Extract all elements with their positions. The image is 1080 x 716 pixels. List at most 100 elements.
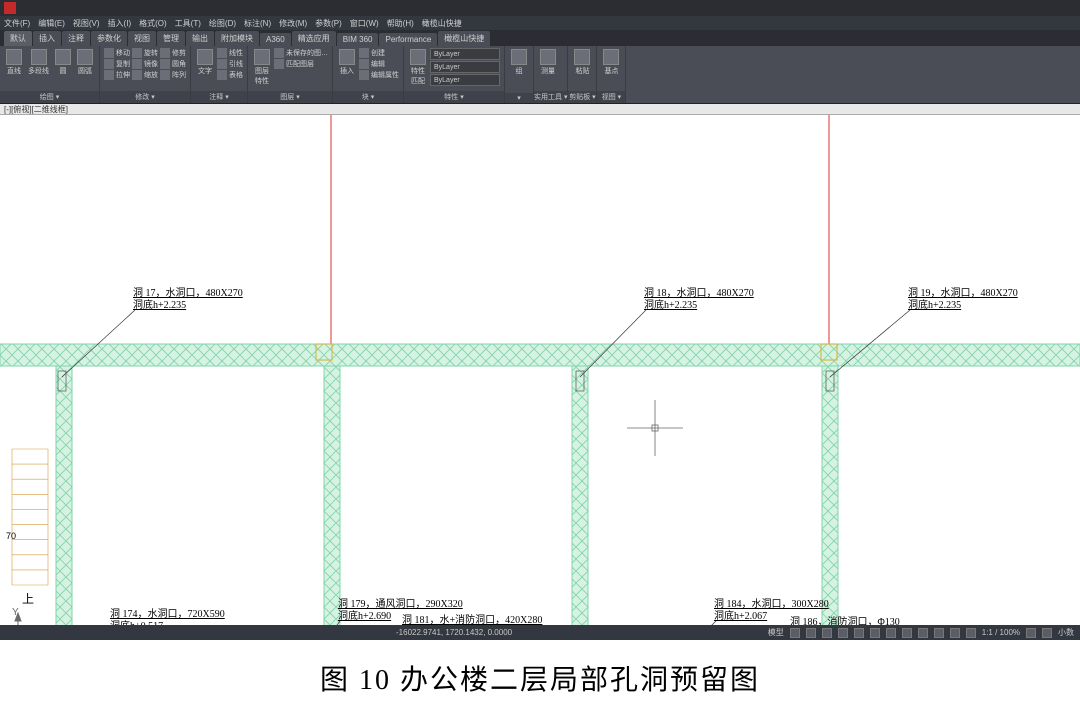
hole-annotation: 洞 18，水洞口，480X270洞底h+2.235	[644, 288, 754, 311]
gear-icon[interactable]	[1026, 628, 1036, 638]
ribbon-button[interactable]: 多段线	[26, 48, 51, 77]
ribbon-button[interactable]: 复制镜像圆角	[104, 59, 186, 69]
menu-item[interactable]: 编辑(E)	[38, 18, 65, 29]
ribbon: 直线多段线圆圆弧绘图 ▾ 移动旋转修剪复制镜像圆角拉伸缩放阵列修改 ▾ 文字线性引线…	[0, 46, 1080, 104]
ribbon-panel: 图层特性未保存的图…匹配图层图层 ▾	[248, 46, 333, 103]
ribbon-tab[interactable]: Performance	[379, 33, 437, 46]
ribbon-tab[interactable]: A360	[260, 33, 291, 46]
tpy-toggle-icon[interactable]	[918, 628, 928, 638]
ribbon-panel: 直线多段线圆圆弧绘图 ▾	[0, 46, 100, 103]
ribbon-tabs: 默认插入注释参数化视图管理输出附加模块A360精选应用BIM 360Perfor…	[0, 30, 1080, 46]
menu-item[interactable]: 窗口(W)	[350, 18, 379, 29]
scale-readout[interactable]: 1:1 / 100%	[982, 628, 1020, 637]
ribbon-button[interactable]: 拉伸缩放阵列	[104, 70, 186, 80]
panel-label: 特性 ▾	[404, 91, 504, 103]
menu-item[interactable]: 工具(T)	[175, 18, 201, 29]
viewport-label: [-][俯视][二维线框]	[0, 104, 1080, 115]
ribbon-button[interactable]: 编辑	[359, 59, 399, 69]
svg-text:70: 70	[6, 531, 16, 541]
tool-icon	[77, 49, 93, 65]
ribbon-button[interactable]: 组	[509, 48, 529, 77]
ribbon-button[interactable]: 基点	[601, 48, 621, 77]
lwt-toggle-icon[interactable]	[902, 628, 912, 638]
tool-icon	[274, 59, 284, 69]
tool-icon	[217, 48, 227, 58]
tool-icon	[359, 48, 369, 58]
osnap-toggle-icon[interactable]	[854, 628, 864, 638]
ribbon-tab[interactable]: BIM 360	[337, 33, 379, 46]
tool-icon	[359, 70, 369, 80]
ribbon-button[interactable]: 文字	[195, 48, 215, 77]
ribbon-button[interactable]: 直线	[4, 48, 24, 77]
ribbon-button[interactable]: 粘贴	[572, 48, 592, 77]
ribbon-button[interactable]: 插入	[337, 48, 357, 77]
ribbon-button[interactable]: 图层特性	[252, 48, 272, 87]
hole-annotation: 洞 174，水洞口，720X590洞底h+0.517	[110, 609, 225, 625]
space-indicator[interactable]: 模型	[768, 627, 784, 638]
panel-label: 修改 ▾	[100, 91, 190, 103]
anno-toggle-icon[interactable]	[966, 628, 976, 638]
ribbon-tab[interactable]: 默认	[4, 31, 32, 46]
ribbon-button[interactable]: 表格	[217, 70, 243, 80]
ribbon-button[interactable]: 匹配图层	[274, 59, 328, 69]
snap-toggle-icon[interactable]	[806, 628, 816, 638]
property-combo[interactable]: ByLayer	[430, 61, 500, 73]
tool-icon	[574, 49, 590, 65]
menu-item[interactable]: 插入(I)	[108, 18, 132, 29]
hole-annotation: 洞 17，水洞口，480X270洞底h+2.235	[133, 288, 243, 311]
drawing-canvas[interactable]: 70上 Y X 洞 17，水洞口，480X270洞底h+2.235洞 18，水洞…	[0, 115, 1080, 625]
ribbon-button[interactable]: 特性匹配	[408, 48, 428, 87]
qp-toggle-icon[interactable]	[934, 628, 944, 638]
panel-label: 图层 ▾	[248, 91, 332, 103]
ribbon-button[interactable]: 未保存的图…	[274, 48, 328, 58]
ribbon-button[interactable]: 移动旋转修剪	[104, 48, 186, 58]
ribbon-button[interactable]: 编辑属性	[359, 70, 399, 80]
menu-item[interactable]: 帮助(H)	[387, 18, 414, 29]
ribbon-button[interactable]: 圆	[53, 48, 73, 77]
property-combo[interactable]: ByLayer	[430, 74, 500, 86]
menu-item[interactable]: 标注(N)	[244, 18, 271, 29]
ribbon-button[interactable]: 测量	[538, 48, 558, 77]
drawing-svg: 70 上	[0, 115, 1080, 625]
polar-toggle-icon[interactable]	[838, 628, 848, 638]
ribbon-tab[interactable]: 附加模块	[215, 31, 259, 46]
ribbon-tab[interactable]: 管理	[157, 31, 185, 46]
otrack-toggle-icon[interactable]	[870, 628, 880, 638]
menu-item[interactable]: 修改(M)	[279, 18, 307, 29]
menu-item[interactable]: 文件(F)	[4, 18, 30, 29]
ribbon-tab[interactable]: 视图	[128, 31, 156, 46]
grid-toggle-icon[interactable]	[790, 628, 800, 638]
tool-icon	[217, 70, 227, 80]
ribbon-button[interactable]: 创建	[359, 48, 399, 58]
tool-icon	[55, 49, 71, 65]
panel-label: 实用工具 ▾	[534, 91, 567, 103]
menu-item[interactable]: 绘图(D)	[209, 18, 236, 29]
ribbon-button[interactable]: 引线	[217, 59, 243, 69]
tool-icon	[339, 49, 355, 65]
ribbon-tab[interactable]: 精选应用	[292, 31, 336, 46]
svg-text:上: 上	[22, 592, 34, 606]
ortho-toggle-icon[interactable]	[822, 628, 832, 638]
iso-toggle-icon[interactable]	[1042, 628, 1052, 638]
menu-item[interactable]: 格式(O)	[139, 18, 167, 29]
dyn-toggle-icon[interactable]	[886, 628, 896, 638]
menu-item[interactable]: 参数(P)	[315, 18, 342, 29]
ribbon-tab[interactable]: 输出	[186, 31, 214, 46]
tool-icon	[197, 49, 213, 65]
property-combo[interactable]: ByLayer	[430, 48, 500, 60]
sc-toggle-icon[interactable]	[950, 628, 960, 638]
ribbon-tab[interactable]: 注释	[62, 31, 90, 46]
menu-item[interactable]: 橄榄山快捷	[422, 18, 462, 29]
ribbon-tab[interactable]: 橄榄山快捷	[438, 31, 490, 46]
tool-icon	[359, 59, 369, 69]
ribbon-button[interactable]: 线性	[217, 48, 243, 58]
ribbon-panel: 插入创建编辑编辑属性块 ▾	[333, 46, 404, 103]
units-readout[interactable]: 小数	[1058, 627, 1074, 638]
tool-icon	[511, 49, 527, 65]
ribbon-button[interactable]: 圆弧	[75, 48, 95, 77]
panel-label: 绘图 ▾	[0, 91, 99, 103]
ribbon-tab[interactable]: 参数化	[91, 31, 127, 46]
autocad-app: 文件(F) 编辑(E) 视图(V) 插入(I) 格式(O) 工具(T) 绘图(D) 标注(N)…	[0, 0, 1080, 640]
ribbon-tab[interactable]: 插入	[33, 31, 61, 46]
menu-item[interactable]: 视图(V)	[73, 18, 100, 29]
